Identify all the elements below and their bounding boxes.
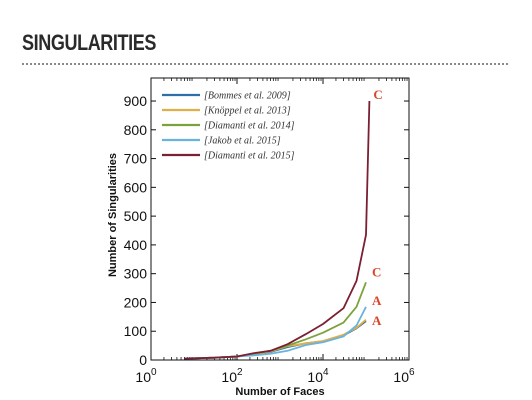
series-lines <box>184 100 371 360</box>
plot-frame <box>150 77 410 361</box>
legend-entry-2: [Diamanti et al. 2014] <box>204 121 295 132</box>
series-line-4 <box>184 100 371 360</box>
y-tick-label: 300 <box>124 266 148 282</box>
y-tick-label: 200 <box>124 294 148 310</box>
x-tick-label: 100 <box>135 367 157 385</box>
legend-entry-0: [Bommes et al. 2009] <box>204 91 291 102</box>
x-tick-base: 10 <box>307 369 323 385</box>
x-tick-base: 10 <box>135 369 151 385</box>
title-divider <box>22 63 508 65</box>
section-title: SINGULARITIES <box>22 30 156 55</box>
y-tick-label: 100 <box>124 323 148 339</box>
series-annotation-0: A <box>372 313 382 328</box>
y-axis-label: Number of Singularities <box>107 153 119 277</box>
x-tick-label: 106 <box>393 367 415 385</box>
x-tick-label: 104 <box>307 367 329 385</box>
series-annotation-3: A <box>372 293 382 308</box>
legend-entry-1: [Knöppel et al. 2013] <box>204 106 291 117</box>
x-tick-exponent: 2 <box>237 367 243 378</box>
series-line-2 <box>184 281 367 360</box>
y-axis: 0 100 200 300 400 500 600 700 800 900 <box>124 93 409 368</box>
legend-entry-3: [Jakob et al. 2015] <box>204 136 281 147</box>
y-tick-label: 600 <box>124 179 148 195</box>
x-tick-label: 102 <box>221 367 243 385</box>
series-annotation-4: C <box>373 87 382 102</box>
x-axis-label: Number of Faces <box>235 386 324 398</box>
y-tick-label: 700 <box>124 151 148 167</box>
legend-entry-4: [Diamanti et al. 2015] <box>204 151 295 162</box>
x-tick-exponent: 4 <box>323 367 329 378</box>
y-tick-label: 900 <box>124 93 148 109</box>
y-tick-label: 800 <box>124 122 148 138</box>
y-tick-label: 500 <box>124 208 148 224</box>
x-tick-exponent: 0 <box>151 367 157 378</box>
x-tick-exponent: 6 <box>409 367 415 378</box>
x-tick-base: 10 <box>393 369 409 385</box>
series-annotation-2: C <box>372 264 381 279</box>
y-tick-label: 0 <box>139 352 147 368</box>
x-tick-base: 10 <box>221 369 237 385</box>
legend: [Bommes et al. 2009] [Knöppel et al. 2013… <box>162 91 295 162</box>
x-axis: 100 102 104 106 <box>135 78 415 385</box>
y-tick-label: 400 <box>124 237 148 253</box>
